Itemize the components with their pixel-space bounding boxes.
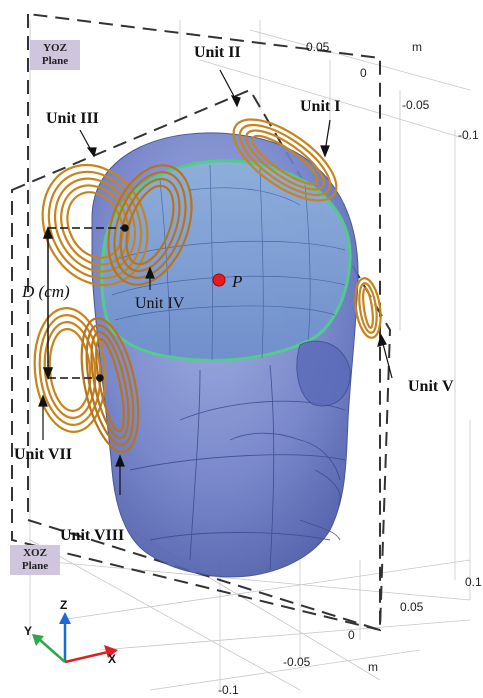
- background-grid: [29, 20, 471, 691]
- unit-iv-label: Unit IV: [135, 295, 185, 312]
- xoz-plane-outline: [11, 88, 392, 632]
- axis-z-label: Z: [60, 598, 68, 612]
- unit-v-label: Unit V: [408, 378, 454, 395]
- tick-0-05-right: 0.05: [400, 600, 424, 614]
- tick-neg-0-05-bottom: -0.05: [283, 655, 311, 669]
- unit-i-label: Unit I: [300, 98, 341, 115]
- yoz-plane-text: YOZ Plane: [41, 42, 69, 67]
- yoz-plane-label: YOZ Plane: [30, 40, 80, 70]
- unit-ii-label: Unit II: [194, 44, 241, 61]
- coil-unit-v: [354, 277, 382, 339]
- yoz-plane-outline: [27, 12, 381, 632]
- tick-neg-0-1-bottom: -0.1: [218, 683, 239, 697]
- xoz-plane-text: XOZ Plane: [21, 547, 49, 572]
- xoz-plane-label: XOZ Plane: [10, 545, 60, 575]
- coil-unit-ii: [232, 118, 338, 202]
- unit-iii-label: Unit III: [46, 110, 99, 127]
- tick-0-1-right: 0.1: [465, 575, 482, 589]
- label-arrows: [38, 69, 393, 495]
- tick-neg-0-1-top: -0.1: [458, 128, 479, 142]
- axis-x-label: X: [108, 652, 117, 666]
- unit-vii-label: Unit VII: [14, 446, 72, 463]
- unit-viii-label: Unit VIII: [60, 527, 125, 544]
- tick-m-top: m: [412, 40, 422, 54]
- tick-m-bottom: m: [368, 660, 378, 674]
- head-model: [91, 132, 359, 578]
- tick-0-top: 0: [360, 66, 367, 80]
- distance-marker: [42, 224, 129, 382]
- tick-0-bottom: 0: [348, 628, 355, 642]
- distance-label: D (cm): [22, 282, 70, 301]
- point-p-label: P: [232, 272, 243, 291]
- axis-y-label: Y: [24, 624, 33, 638]
- point-p-marker: [212, 273, 226, 287]
- tick-0-05-top: 0.05: [306, 40, 330, 54]
- axis-triad: [32, 612, 118, 664]
- tick-neg-0-05-top: -0.05: [402, 98, 430, 112]
- coil-unit-viii: [80, 317, 140, 453]
- coil-unit-iv: [107, 164, 193, 286]
